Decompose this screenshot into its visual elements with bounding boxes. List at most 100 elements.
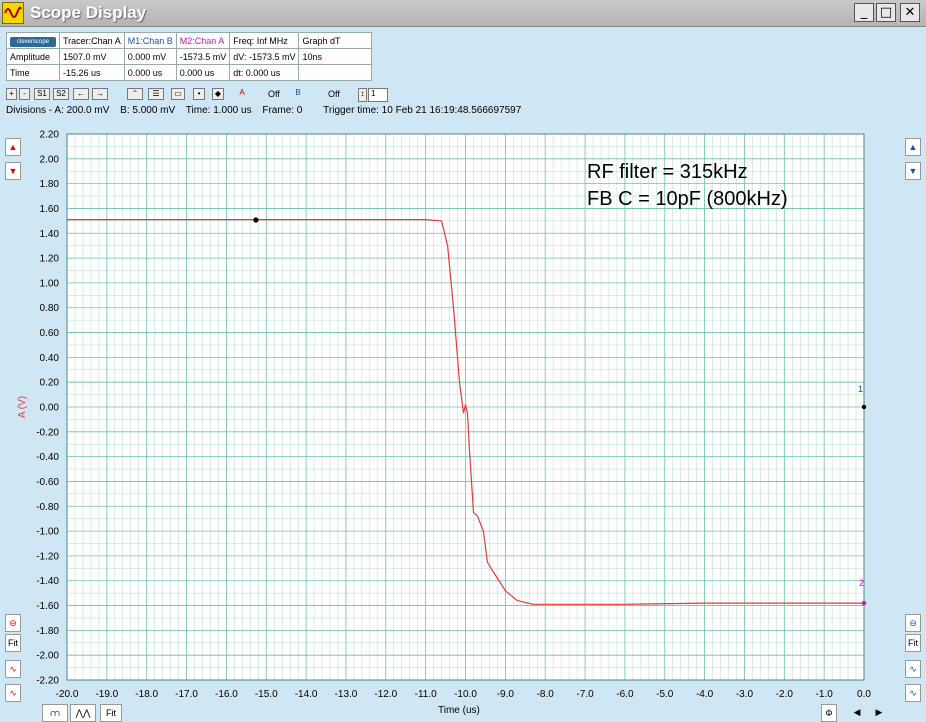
table-cell: dV: -1573.5 mV [229,48,300,65]
x-tick-label: -8.0 [537,689,555,700]
fit-x-button[interactable]: Fit [100,704,122,722]
y-tick-label: -0.60 [36,477,59,488]
triangle-wave-icon[interactable]: ⋀⋀ [70,704,96,722]
offset-icon[interactable]: ⊖ [5,614,21,632]
b-wave-alt-icon[interactable]: ∿ [905,684,921,702]
arrow-left-icon[interactable]: ← [73,88,89,100]
table-row: Amplitude 1507.0 mV 0.000 mV -1573.5 mV … [6,48,373,65]
y-tick-label: 1.80 [40,179,60,190]
channel-a-icon[interactable]: A [239,88,245,97]
divisions-b: B: 5.000 mV [120,105,176,116]
trace-icon[interactable]: ⌃ [127,88,143,100]
table-cell: -15.26 us [59,64,125,81]
scale-down-icon[interactable]: ▼ [5,162,21,180]
x-tick-label: -5.0 [656,689,674,700]
table-row: Time -15.26 us 0.000 us 0.000 us dt: 0.0… [6,64,373,81]
x-tick-label: -4.0 [696,689,714,700]
zoom-out-button[interactable]: - [19,88,30,100]
fit-y-button[interactable]: Fit [5,634,21,652]
y-tick-label: -0.40 [36,452,59,463]
maximize-button[interactable]: □ [876,3,896,22]
b-scale-down-icon[interactable]: ▼ [905,162,921,180]
zoom-in-button[interactable]: + [6,88,17,100]
x-tick-label: -1.0 [816,689,834,700]
x-tick-label: -9.0 [497,689,515,700]
logo-cell: cleverscope [6,32,60,49]
annotation-line-2: FB C = 10pF (800kHz) [587,188,788,210]
frame-spin-icon[interactable]: ↕ [358,88,367,102]
x-tick-label: -17.0 [175,689,198,700]
table-cell: 0.000 mV [123,48,177,65]
y-tick-label: 1.40 [40,229,60,240]
header-m1: M1:Chan B [123,32,177,49]
frame-input[interactable]: 1 [368,88,388,102]
y-tick-label: -2.20 [36,676,59,687]
table-cell: 1507.0 mV [59,48,125,65]
marker-move-icon[interactable]: ◆ [212,88,224,100]
y-tick-label: 0.40 [40,353,60,364]
y-tick-label: 0.20 [40,378,60,389]
wave-icon[interactable]: ∿ [5,660,21,678]
row-label: Time [6,64,60,81]
pan-left-icon[interactable]: ◀ [853,707,861,717]
x-tick-label: -16.0 [215,689,238,700]
table-cell: 0.000 us [175,64,231,81]
b-fit-button[interactable]: Fit [905,634,921,652]
y-tick-label: 0.80 [40,303,60,314]
y-tick-label: -0.20 [36,427,59,438]
marker-1-point [861,404,867,410]
wave-alt-icon[interactable]: ∿ [5,684,21,702]
scale-up-icon[interactable]: ▲ [5,138,21,156]
minimize-button[interactable]: _ [854,3,874,22]
plot-background [67,134,864,680]
channel-a-off-label[interactable]: Off [268,89,280,99]
y-tick-label: 1.20 [40,254,60,265]
channel-b-off-label[interactable]: Off [328,89,340,99]
scope-app-icon [2,2,24,24]
x-tick-label: -19.0 [95,689,118,700]
y-tick-label: -1.40 [36,576,59,587]
row-label: Amplitude [6,48,60,65]
y-tick-label: -1.00 [36,527,59,538]
table-cell [298,64,373,81]
header-graph-dt: Graph dT [298,32,373,49]
y-tick-label: 2.00 [40,154,60,165]
x-tick-label: -6.0 [616,689,634,700]
close-button[interactable]: ✕ [900,3,920,22]
table-icon[interactable]: ☰ [148,88,164,100]
arrow-right-icon[interactable]: → [92,88,108,100]
pan-right-icon[interactable]: ▶ [875,707,883,717]
header-tracer: Tracer:Chan A [59,32,125,49]
plot-border [66,133,865,681]
b-wave-icon[interactable]: ∿ [905,660,921,678]
status-line: Divisions - A: 200.0 mV B: 5.000 mV Time… [6,105,529,116]
channel-b-icon[interactable]: B [295,88,301,97]
header-m2: M2:Chan A [175,32,231,49]
copy-icon[interactable]: ▭ [171,88,185,100]
table-header-row: cleverscope Tracer:Chan A M1:Chan B M2:C… [6,32,373,49]
y-tick-label: -0.80 [36,502,59,513]
x-axis-label: Time (us) [438,705,480,716]
phase-icon[interactable]: Φ [821,704,837,722]
x-tick-label: -15.0 [255,689,278,700]
x-tick-label: -12.0 [374,689,397,700]
y-tick-label: 2.20 [40,130,60,141]
s1-button[interactable]: S1 [34,88,50,100]
b-scale-up-icon[interactable]: ▲ [905,138,921,156]
y-tick-label: -2.00 [36,651,59,662]
table-cell: 10ns [298,48,373,65]
b-offset-icon[interactable]: ⊖ [905,614,921,632]
waveform-icon[interactable]: ⩋ [42,704,68,722]
x-tick-label: -2.0 [776,689,794,700]
marker-2-label: 2 [859,578,864,588]
window-title: Scope Display [30,3,147,22]
trigger-time: Trigger time: 10 Feb 21 16:19:48.5666975… [323,105,522,116]
table-cell: -1573.5 mV [175,48,231,65]
marker-add-icon[interactable]: • [193,88,205,100]
toolbar: + - S1 S2 ← → ⌃ ☰ ▭ • ◆ A Off B Off ↕ 1 [6,88,406,104]
divisions-time: Time: 1.000 us [185,105,252,116]
x-tick-label: -3.0 [736,689,754,700]
frame-number: Frame: 0 [262,105,303,116]
s2-button[interactable]: S2 [53,88,69,100]
x-tick-label: -10.0 [454,689,477,700]
